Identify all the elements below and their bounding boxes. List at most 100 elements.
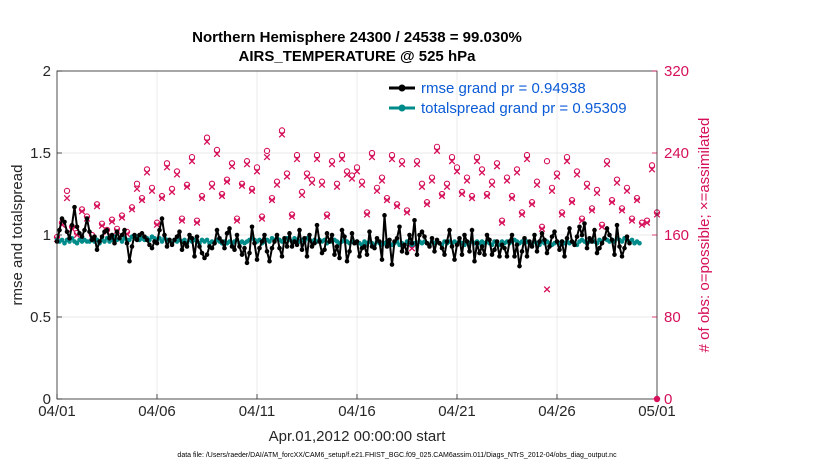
rmse-point	[179, 247, 185, 253]
obs-assimilated-marker	[228, 163, 236, 170]
rmse-point	[59, 216, 65, 221]
rmse-point	[602, 235, 607, 241]
y-tick-label-right: 160	[664, 227, 689, 244]
series-lines	[54, 204, 642, 269]
rmse-point	[79, 234, 85, 239]
obs-assimilated-marker	[448, 157, 456, 165]
rmse-point	[444, 239, 450, 244]
obs-assimilated-marker	[593, 189, 601, 197]
rmse-point	[447, 227, 452, 233]
obs-assimilated-marker	[548, 187, 556, 195]
rmse-point	[414, 252, 420, 257]
obs-assimilated-marker	[198, 194, 206, 202]
rmse-point	[479, 244, 485, 249]
rmse-point	[232, 247, 237, 253]
obs-assimilated-marker	[213, 150, 221, 158]
obs-assimilated-marker	[498, 219, 506, 226]
obs-possible-marker	[213, 146, 221, 154]
rmse-point	[599, 240, 605, 246]
rmse-point	[342, 234, 347, 239]
y-tick-label-right: 320	[664, 63, 689, 80]
rmse-point	[529, 244, 535, 249]
chart-title-line-1: Northern Hemisphere 24300 / 24538 = 99.0…	[192, 29, 522, 46]
rmse-point	[117, 235, 122, 241]
rmse-point	[409, 240, 415, 246]
rmse-point	[264, 249, 270, 254]
totalspread-point	[629, 237, 635, 243]
rmse-point	[477, 250, 482, 256]
rmse-point	[322, 247, 327, 253]
rmse-point	[209, 245, 215, 251]
obs-assimilated-marker	[493, 163, 501, 170]
rmse-point	[327, 239, 332, 244]
rmse-point	[469, 227, 475, 233]
obs-assimilated-marker	[538, 225, 546, 233]
obs-assimilated-marker	[563, 157, 571, 165]
rmse-point	[224, 231, 230, 236]
rmse-point	[229, 244, 235, 249]
obs-assimilated-marker	[278, 131, 286, 138]
rmse-point	[64, 229, 70, 235]
rmse-point	[187, 232, 192, 238]
obs-assimilated-marker	[438, 192, 446, 200]
obs-possible-marker	[563, 153, 571, 161]
obs-assimilated-marker	[388, 155, 396, 163]
totalspread-point	[119, 239, 125, 244]
rmse-point	[562, 254, 567, 259]
rmse-point	[282, 235, 287, 241]
rmse-point	[69, 222, 75, 228]
rmse-point	[107, 235, 112, 241]
rmse-point	[427, 244, 432, 249]
rmse-point	[222, 245, 227, 251]
y-tick-label-left: 2	[43, 63, 51, 80]
rmse-point	[484, 232, 490, 238]
rmse-point	[569, 239, 575, 244]
rmse-point	[377, 239, 382, 244]
rmse-point	[399, 249, 405, 254]
rmse-point	[474, 240, 480, 246]
rmse-point	[104, 227, 110, 233]
rmse-point	[454, 242, 460, 248]
obs-assimilated-marker	[313, 155, 321, 163]
rmse-point	[219, 239, 225, 244]
rmse-point	[194, 234, 200, 239]
obs-assimilated-marker	[173, 171, 181, 178]
obs-assimilated-marker	[323, 213, 331, 220]
rmse-point	[492, 247, 497, 253]
obs-assimilated-marker	[573, 171, 581, 178]
obs-assimilated-marker	[283, 173, 291, 180]
rmse-point	[392, 239, 397, 244]
rmse-point	[404, 250, 410, 256]
rmse-point	[279, 254, 285, 259]
rmse-point	[537, 239, 542, 244]
rmse-point	[604, 226, 610, 231]
rmse-point	[499, 242, 505, 248]
rmse-point	[619, 254, 625, 259]
obs-assimilated-marker	[143, 169, 151, 176]
data-file-footer: data file: /Users/raeder/DAI/ATM_forcXX/…	[177, 452, 617, 459]
rmse-point	[254, 257, 260, 262]
rmse-point	[552, 229, 557, 235]
rmse-point	[172, 237, 177, 243]
rmse-point	[592, 227, 597, 233]
obs-assimilated-marker	[248, 187, 256, 195]
right-axis-origin-marker	[653, 395, 661, 403]
rmse-point	[382, 213, 387, 218]
obs-possible-marker	[388, 151, 396, 159]
rmse-point	[534, 249, 540, 254]
rmse-point	[144, 237, 150, 243]
rmse-point	[134, 237, 140, 243]
obs-assimilated-marker	[523, 155, 531, 163]
obs-assimilated-marker	[518, 211, 526, 218]
obs-assimilated-marker	[233, 217, 241, 224]
rmse-point	[522, 235, 527, 241]
rmse-point	[309, 244, 315, 249]
legend-rmse-label: rmse grand pr = 0.94938	[421, 80, 586, 97]
obs-assimilated-marker	[608, 198, 616, 206]
obs-assimilated-marker	[218, 192, 226, 200]
rmse-point	[212, 240, 217, 246]
rmse-point	[297, 227, 302, 233]
obs-possible-marker	[338, 151, 346, 159]
rmse-point	[312, 240, 317, 246]
obs-assimilated-marker	[93, 203, 101, 210]
